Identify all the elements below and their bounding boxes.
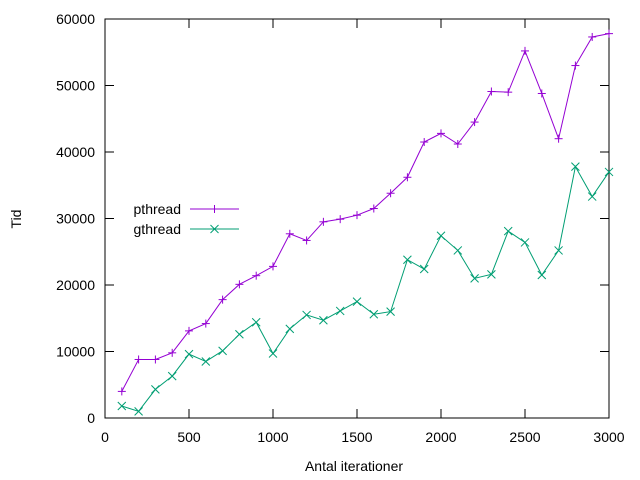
y-axis-label: Tid <box>8 210 24 229</box>
data-point-pthread-13 <box>336 215 345 224</box>
data-point-gthread-23 <box>503 226 513 236</box>
data-point-pthread-26 <box>554 134 563 143</box>
series-group <box>117 29 614 416</box>
data-point-gthread-0 <box>117 401 127 411</box>
x-tick-label: 500 <box>177 429 201 445</box>
data-point-gthread-29 <box>604 167 614 177</box>
data-point-gthread-1 <box>134 406 143 416</box>
x-tick-label: 2000 <box>425 429 456 445</box>
y-tick-label: 50000 <box>56 78 95 94</box>
data-point-pthread-3 <box>168 348 177 357</box>
data-point-gthread-20 <box>453 246 463 255</box>
data-point-gthread-21 <box>470 273 479 283</box>
y-tick-label: 0 <box>87 410 95 426</box>
data-point-pthread-9 <box>269 262 277 271</box>
legend-marker <box>210 224 219 234</box>
data-point-gthread-12 <box>319 315 328 325</box>
y-tick-label: 10000 <box>56 344 95 360</box>
y-axis-ticks: 0 10000 20000 30000 40000 50000 60000 <box>56 11 609 426</box>
data-point-pthread-7 <box>235 280 244 289</box>
legend-label: gthread <box>134 221 181 237</box>
data-point-gthread-9 <box>268 349 278 358</box>
x-axis-label: Antal iterationer <box>305 458 403 474</box>
data-point-gthread-26 <box>554 246 563 255</box>
data-point-pthread-29 <box>605 29 613 38</box>
data-point-gthread-17 <box>403 255 412 265</box>
data-point-gthread-6 <box>218 346 227 356</box>
x-tick-label: 1500 <box>341 429 372 445</box>
data-point-pthread-14 <box>353 211 361 220</box>
data-point-gthread-10 <box>285 324 295 334</box>
data-point-gthread-16 <box>386 307 395 316</box>
legend-label: pthread <box>134 201 181 217</box>
legend-item-gthread: gthread <box>134 221 239 237</box>
x-tick-label: 3000 <box>593 429 624 445</box>
data-point-pthread-10 <box>285 229 294 238</box>
data-point-gthread-4 <box>184 349 194 359</box>
data-point-pthread-4 <box>185 326 193 335</box>
data-point-gthread-3 <box>167 371 177 381</box>
legend: pthread gthread <box>134 201 239 237</box>
data-point-gthread-11 <box>302 310 311 320</box>
data-point-gthread-13 <box>335 306 345 316</box>
legend-item-pthread: pthread <box>134 201 239 217</box>
data-point-gthread-25 <box>537 270 547 280</box>
data-point-gthread-7 <box>235 329 244 339</box>
data-point-gthread-14 <box>352 297 362 306</box>
data-point-pthread-1 <box>134 355 143 364</box>
data-point-pthread-8 <box>252 271 261 280</box>
x-tick-label: 2500 <box>509 429 540 445</box>
data-point-pthread-24 <box>521 46 529 55</box>
data-point-gthread-24 <box>520 238 530 247</box>
data-point-pthread-15 <box>369 204 378 213</box>
data-point-pthread-21 <box>470 118 479 127</box>
x-tick-label: 1000 <box>257 429 288 445</box>
y-tick-label: 20000 <box>56 277 95 293</box>
series-line-pthread <box>121 33 610 392</box>
data-point-pthread-16 <box>386 189 395 198</box>
data-point-pthread-2 <box>151 355 160 364</box>
data-point-gthread-15 <box>369 309 379 319</box>
data-point-gthread-22 <box>487 270 496 279</box>
data-point-pthread-11 <box>302 236 311 245</box>
data-point-pthread-19 <box>437 129 445 138</box>
data-point-pthread-12 <box>319 217 328 226</box>
data-point-gthread-28 <box>587 192 597 201</box>
data-point-pthread-22 <box>487 87 496 96</box>
data-point-pthread-17 <box>403 173 412 182</box>
data-point-gthread-27 <box>571 162 580 171</box>
data-point-gthread-2 <box>151 385 160 394</box>
y-tick-label: 40000 <box>56 144 95 160</box>
data-point-pthread-20 <box>453 140 462 149</box>
data-point-gthread-5 <box>201 357 211 366</box>
data-point-pthread-0 <box>117 387 126 396</box>
series-line-gthread <box>121 165 610 412</box>
x-axis-ticks: 0 500 1000 1500 2000 2500 3000 <box>101 19 625 445</box>
y-tick-label: 30000 <box>56 211 95 227</box>
data-point-pthread-5 <box>201 319 210 328</box>
y-tick-label: 60000 <box>56 11 95 27</box>
x-tick-label: 0 <box>101 429 109 445</box>
data-point-gthread-18 <box>419 264 429 274</box>
data-point-gthread-19 <box>436 231 446 241</box>
data-point-pthread-6 <box>218 295 227 304</box>
data-point-pthread-28 <box>588 32 597 41</box>
data-point-pthread-23 <box>504 88 513 97</box>
data-point-pthread-25 <box>537 89 546 98</box>
data-point-pthread-27 <box>571 61 580 70</box>
data-point-gthread-8 <box>251 317 261 327</box>
data-point-pthread-18 <box>420 138 429 147</box>
